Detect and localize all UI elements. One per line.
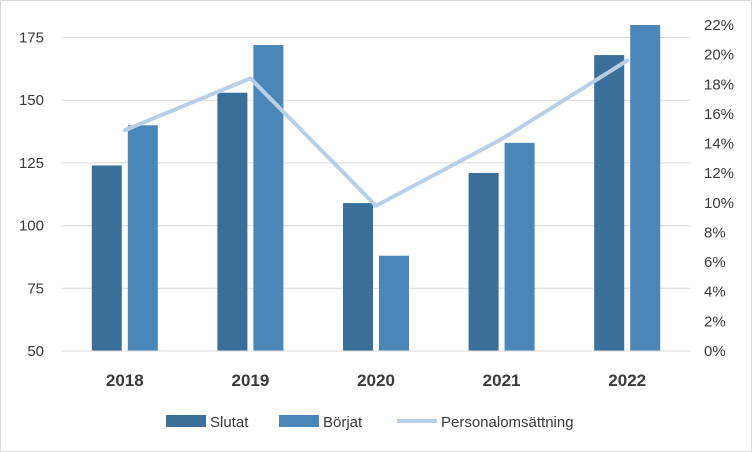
line-series-group xyxy=(122,58,630,208)
y-right-tick-label: 10% xyxy=(704,195,734,212)
bar-slutat-2021 xyxy=(468,172,499,351)
y-right-tick-label: 2% xyxy=(704,313,726,330)
x-tick-label: 2022 xyxy=(608,371,646,390)
y-right-tick-label: 20% xyxy=(704,47,734,64)
bar-slutat-2019 xyxy=(217,92,248,351)
bar-börjat-2018 xyxy=(127,125,158,351)
y-left-tick-label: 75 xyxy=(27,280,44,297)
y-right-tick-label: 16% xyxy=(704,106,734,123)
axes-group: 50 75 100 125 150 175 0% 2% 4% 6% 8% 10% 12% 14% 16% 18… xyxy=(19,17,734,390)
y-left-tick-label: 175 xyxy=(19,30,44,47)
legend-swatch xyxy=(166,415,206,427)
y-right-tick-label: 14% xyxy=(704,136,734,153)
bar-börjat-2020 xyxy=(379,255,409,351)
y-right-tick-label: 22% xyxy=(704,17,734,34)
y-left-tick-label: 125 xyxy=(19,155,44,172)
bars-group xyxy=(91,25,661,352)
legend-label: Börjat xyxy=(323,414,363,431)
bar-slutat-2018 xyxy=(91,165,122,351)
bar-börjat-2022 xyxy=(630,25,661,351)
bar-slutat-2020 xyxy=(343,203,373,351)
legend-swatch xyxy=(279,415,319,427)
legend: Slutat Börjat Personalomsättning xyxy=(166,414,574,431)
y-right-tick-label: 8% xyxy=(704,224,726,241)
bar-börjat-2019 xyxy=(253,45,284,352)
x-tick-label: 2019 xyxy=(231,371,269,390)
legend-label: Slutat xyxy=(210,414,249,431)
legend-label: Personalomsättning xyxy=(441,414,574,431)
y-right-tick-label: 6% xyxy=(704,254,726,271)
y-right-tick-label: 12% xyxy=(704,165,734,182)
bar-börjat-2021 xyxy=(504,142,535,351)
bar-slutat-2022 xyxy=(594,55,625,351)
x-tick-label: 2020 xyxy=(357,371,395,390)
x-tick-label: 2021 xyxy=(483,371,521,390)
x-tick-label: 2018 xyxy=(106,371,144,390)
y-left-tick-label: 150 xyxy=(19,92,44,109)
y-right-tick-label: 4% xyxy=(704,284,726,301)
line-series-personalomsattning xyxy=(122,58,630,208)
y-right-tick-label: 0% xyxy=(704,343,726,360)
y-right-tick-label: 18% xyxy=(704,76,734,93)
y-left-tick-label: 100 xyxy=(19,218,44,235)
y-left-tick-label: 50 xyxy=(27,343,44,360)
